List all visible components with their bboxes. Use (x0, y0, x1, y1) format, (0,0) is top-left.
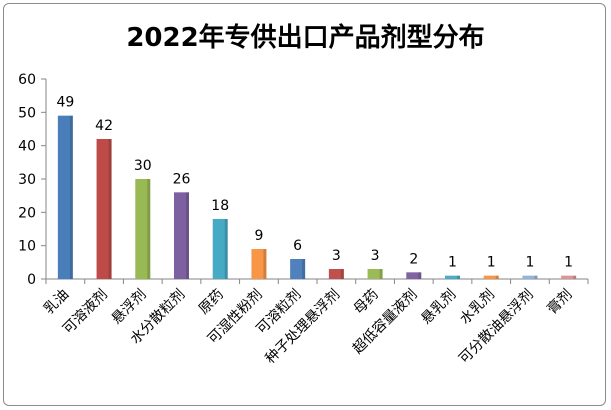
bar (483, 275, 499, 279)
bar (174, 192, 189, 279)
bar-shade (340, 269, 344, 279)
data-label: 1 (564, 255, 573, 271)
bar (522, 275, 538, 279)
bar (561, 275, 577, 279)
bar-shade (573, 275, 577, 279)
data-label: 1 (448, 255, 457, 271)
bar-shade (457, 275, 460, 279)
bar-shade (186, 192, 189, 279)
bar (57, 115, 73, 280)
category-label: 悬乳剂 (418, 287, 459, 328)
data-label: 30 (134, 158, 152, 174)
y-tick-label: 0 (27, 272, 36, 288)
x-axis (45, 278, 589, 284)
bar (135, 179, 151, 279)
data-label: 6 (293, 238, 302, 254)
data-label: 18 (211, 198, 229, 214)
data-label: 1 (525, 255, 534, 271)
bar (445, 275, 460, 279)
bar-shade (263, 249, 267, 279)
bar-shade (302, 259, 306, 279)
bar (406, 272, 422, 279)
bar (212, 219, 228, 279)
bar (290, 259, 306, 279)
y-tick-label: 40 (18, 139, 36, 155)
y-tick-label: 10 (18, 239, 36, 255)
category-label: 原药 (196, 287, 227, 318)
bar-shade (69, 115, 73, 280)
bar-shade (534, 275, 538, 279)
bar-shade (495, 275, 499, 279)
data-label: 42 (95, 118, 113, 134)
bar (328, 269, 344, 279)
bar (96, 139, 112, 279)
data-label: 3 (371, 248, 380, 264)
bar-shade (418, 272, 422, 279)
bar (367, 269, 383, 279)
data-label: 1 (487, 255, 496, 271)
y-axis: 0 10 20 30 40 50 60 (18, 72, 47, 288)
data-label: 3 (332, 248, 341, 264)
bars (57, 115, 577, 280)
data-label: 9 (254, 228, 263, 244)
y-tick-label: 60 (18, 72, 36, 88)
y-tick-label: 30 (18, 172, 36, 188)
bar-shade (379, 269, 383, 279)
y-tick-label: 20 (18, 205, 36, 221)
bar-shade (108, 139, 112, 279)
chart-title: 2022年专供出口产品剂型分布 (126, 23, 485, 53)
data-labels: 49 42 30 26 18 9 6 3 3 2 1 1 1 1 (56, 95, 573, 271)
y-tick-label: 50 (18, 105, 36, 121)
bar-shade (224, 219, 228, 279)
category-label: 乳油 (41, 287, 72, 318)
bar-shade (147, 179, 151, 279)
category-label: 膏剂 (544, 286, 576, 318)
bar (251, 249, 267, 279)
data-label: 2 (409, 251, 418, 267)
category-label: 母药 (351, 287, 382, 318)
data-label: 26 (173, 171, 191, 187)
data-label: 49 (56, 95, 74, 111)
